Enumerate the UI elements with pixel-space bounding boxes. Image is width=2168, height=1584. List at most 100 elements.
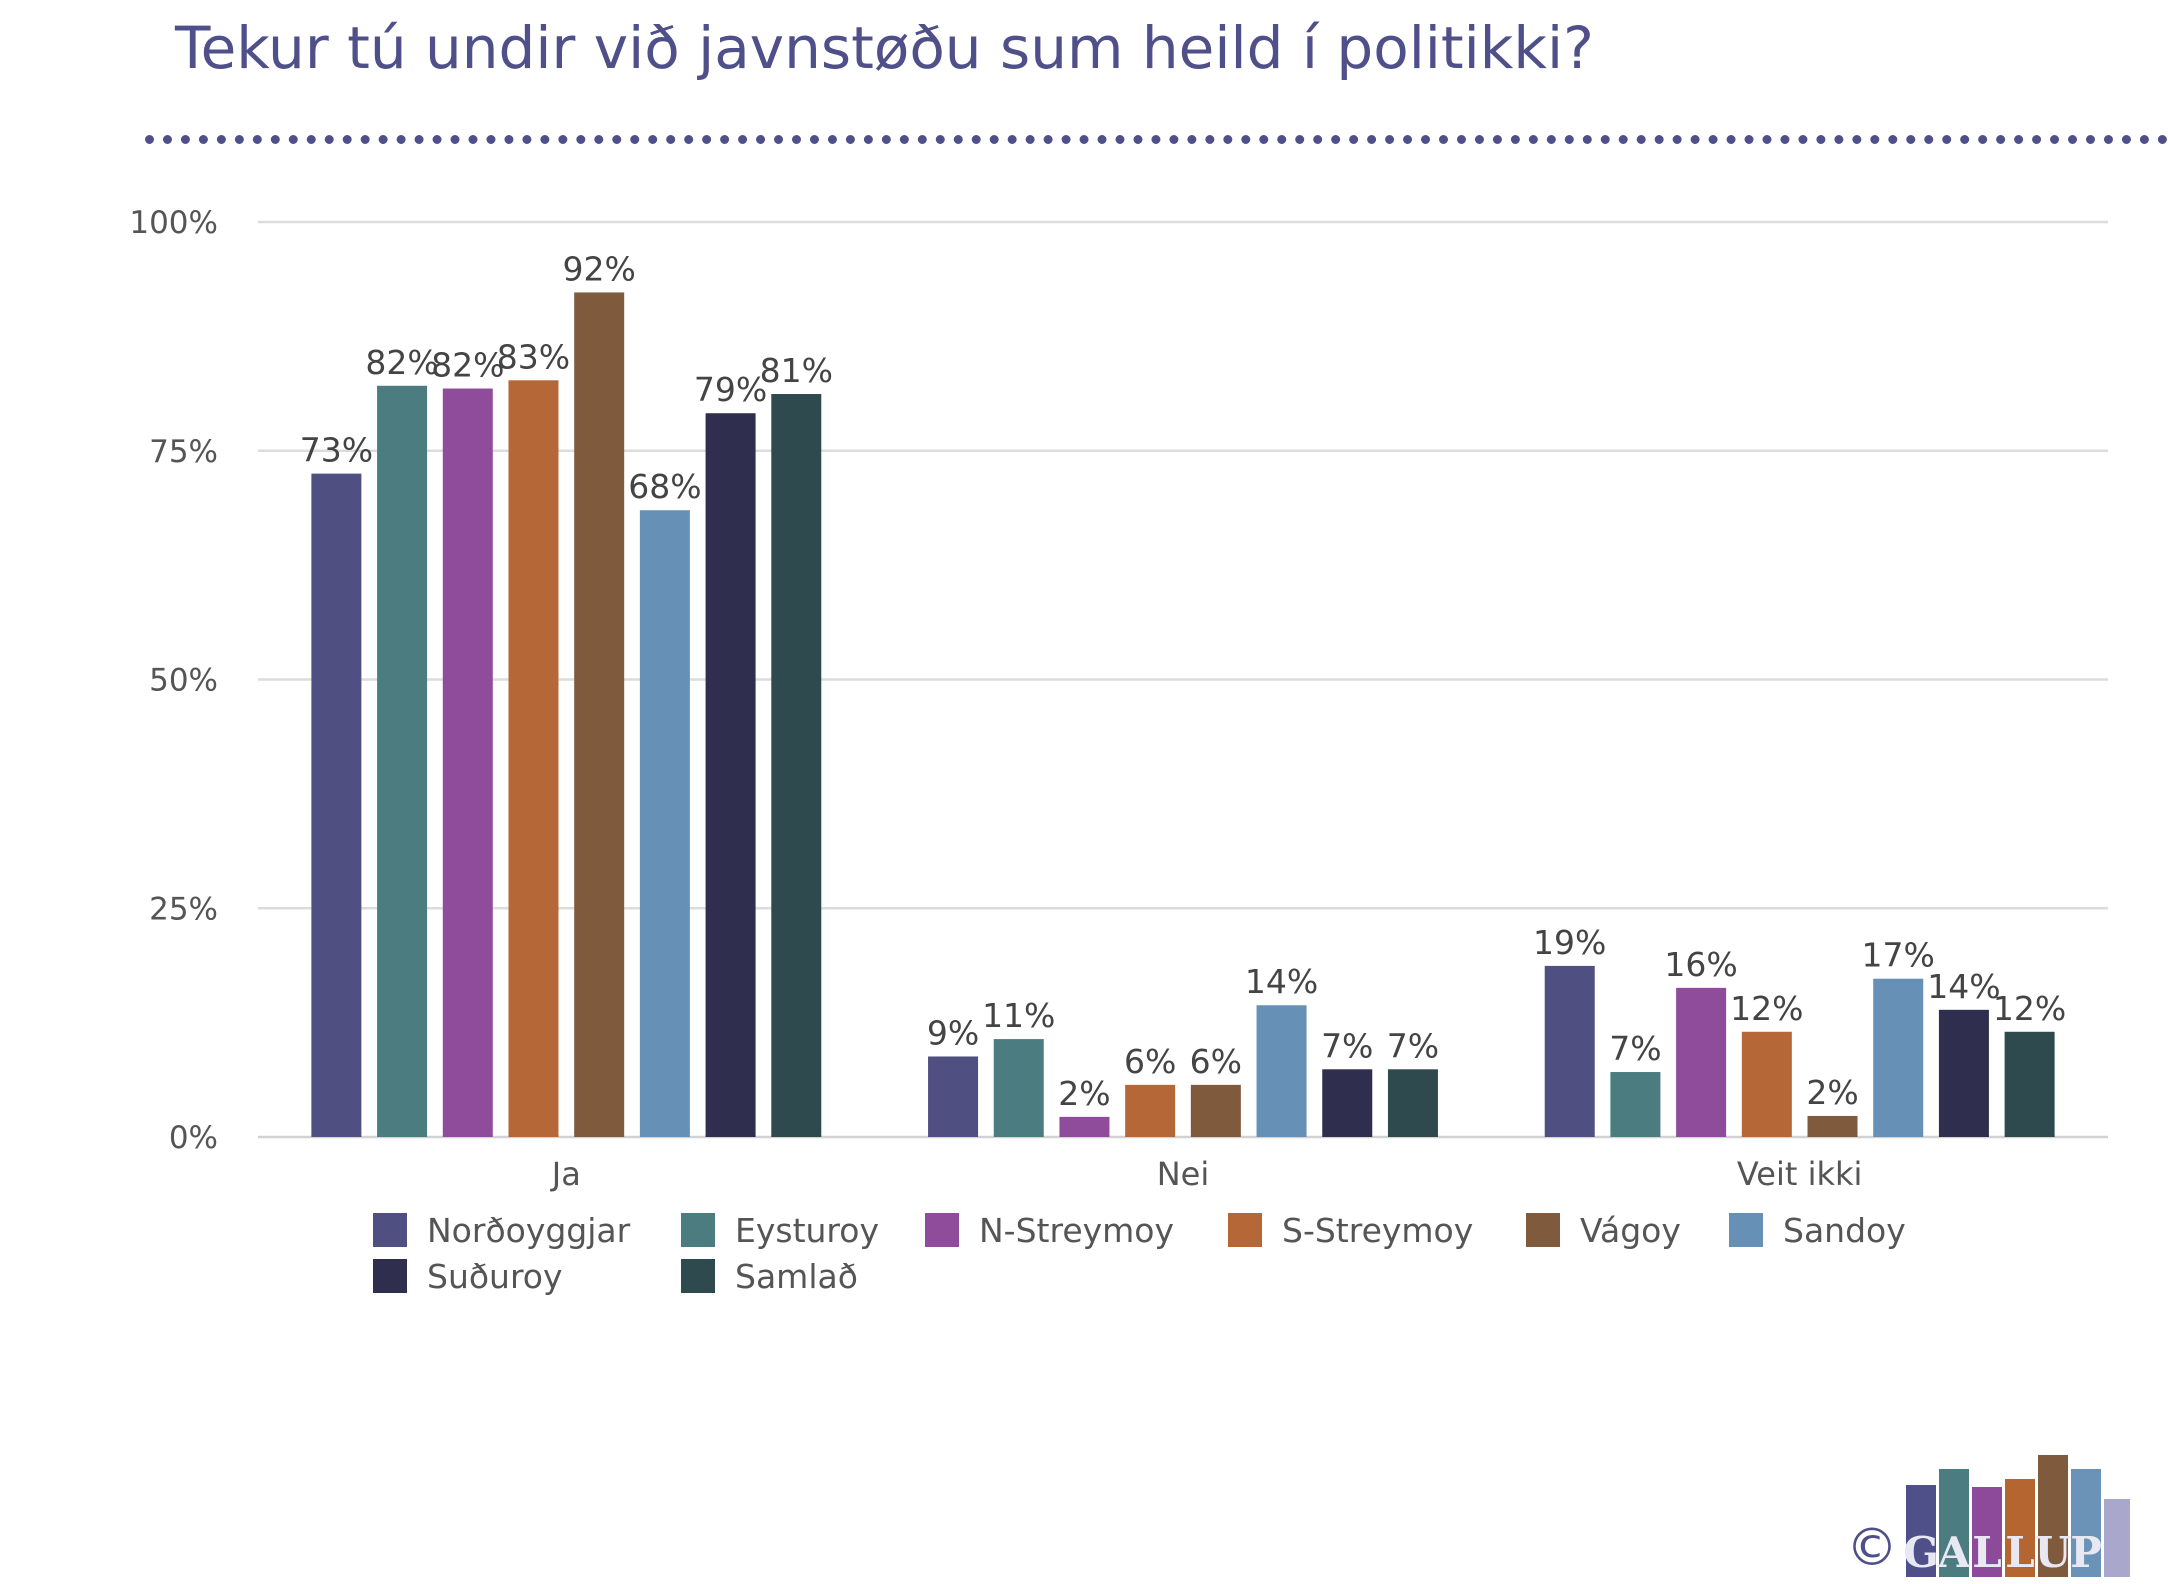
- y-tick-label: 25%: [149, 891, 218, 927]
- data-label: 16%: [1664, 945, 1737, 984]
- data-label: 2%: [1806, 1073, 1858, 1112]
- logo-letter: L: [1972, 1528, 2002, 1577]
- legend-label: Suðuroy: [427, 1256, 563, 1296]
- x-category-label: Ja: [550, 1155, 581, 1193]
- legend-swatch: [373, 1259, 407, 1293]
- chart-title: Tekur tú undir við javnstøðu sum heild í…: [175, 14, 1594, 82]
- data-label: 7%: [1387, 1026, 1439, 1065]
- y-tick-label: 75%: [149, 434, 218, 470]
- data-label: 68%: [628, 467, 701, 506]
- chart-legend: Norðoyggjar Eysturoy N-Streymoy S-Streymoy V…: [373, 1210, 1973, 1296]
- bar: [1807, 1115, 1858, 1137]
- logo-tile: [2104, 1499, 2130, 1577]
- bar: [508, 380, 559, 1137]
- data-label: 2%: [1058, 1074, 1110, 1113]
- legend-label: Sandoy: [1783, 1210, 1906, 1250]
- legend-label: Eysturoy: [735, 1210, 879, 1250]
- data-label: 6%: [1124, 1042, 1176, 1081]
- data-label: 17%: [1862, 936, 1935, 975]
- bar: [1190, 1084, 1241, 1137]
- y-tick-label: 0%: [169, 1120, 218, 1156]
- legend-item: Sandoy: [1729, 1210, 1989, 1250]
- bar: [993, 1039, 1044, 1137]
- y-tick-label: 50%: [149, 663, 218, 699]
- bar: [1741, 1031, 1792, 1137]
- legend-label: S-Streymoy: [1282, 1210, 1474, 1250]
- logo-tile: [1972, 1487, 2002, 1577]
- data-label: 81%: [760, 351, 833, 390]
- data-label: 82%: [431, 346, 504, 385]
- legend-swatch: [373, 1213, 407, 1247]
- bar: [1873, 978, 1924, 1137]
- bar: [1610, 1072, 1661, 1137]
- bar: [2004, 1031, 2055, 1137]
- data-label: 92%: [563, 249, 636, 288]
- bar: [311, 473, 362, 1137]
- bar: [1322, 1069, 1373, 1137]
- x-category-label: Nei: [1157, 1155, 1210, 1193]
- bar: [1938, 1009, 1989, 1137]
- data-label: 6%: [1190, 1042, 1242, 1081]
- legend-item: Norðoyggjar: [373, 1210, 681, 1250]
- legend-item: N-Streymoy: [925, 1210, 1228, 1250]
- bar: [705, 413, 756, 1137]
- logo-tile: [2038, 1455, 2068, 1577]
- legend-label: Norðoyggjar: [427, 1210, 631, 1250]
- data-label: 7%: [1609, 1029, 1661, 1068]
- bar: [1676, 987, 1727, 1137]
- copyright-symbol: ©: [1846, 1518, 1898, 1578]
- bar: [639, 510, 690, 1138]
- legend-swatch: [1526, 1213, 1560, 1247]
- legend-label: Vágoy: [1580, 1210, 1681, 1250]
- y-tick-label: 100%: [129, 205, 218, 241]
- logo-tile: [2005, 1479, 2035, 1577]
- legend-item: Eysturoy: [681, 1210, 925, 1250]
- legend-swatch: [681, 1259, 715, 1293]
- legend-swatch: [1228, 1213, 1262, 1247]
- legend-swatch: [925, 1213, 959, 1247]
- legend-item: Suðuroy: [373, 1256, 681, 1296]
- data-label: 14%: [1245, 962, 1318, 1001]
- logo-letter: P: [2070, 1528, 2102, 1577]
- gallup-logo-image: © GA L L UP: [1846, 1455, 2130, 1578]
- data-label: 7%: [1321, 1026, 1373, 1065]
- gallup-logo: © G A L L U P: [1840, 1455, 2160, 1580]
- logo-tile: [1939, 1469, 1969, 1577]
- legend-label: Samlað: [735, 1256, 858, 1296]
- title-divider: [145, 135, 2168, 144]
- logo-tile: [1906, 1485, 1936, 1577]
- data-label: 12%: [1730, 989, 1803, 1028]
- data-label: 19%: [1533, 923, 1606, 962]
- legend-label: N-Streymoy: [979, 1210, 1175, 1250]
- logo-letter: L: [2005, 1528, 2035, 1577]
- bar: [771, 394, 822, 1137]
- bar: [1544, 965, 1595, 1137]
- legend-item: Vágoy: [1526, 1210, 1729, 1250]
- logo-letter: U: [2035, 1528, 2072, 1577]
- data-label: 73%: [300, 431, 373, 470]
- data-label: 11%: [982, 996, 1055, 1035]
- legend-swatch: [681, 1213, 715, 1247]
- bar: [574, 292, 625, 1138]
- legend-item: Samlað: [681, 1256, 925, 1296]
- data-label: 79%: [694, 370, 767, 409]
- bar: [1125, 1084, 1176, 1137]
- legend-item: S-Streymoy: [1228, 1210, 1526, 1250]
- logo-tile: [2071, 1469, 2101, 1577]
- data-label: 83%: [497, 337, 570, 376]
- bar: [1387, 1069, 1438, 1137]
- data-label: 14%: [1927, 967, 2000, 1006]
- x-category-label: Veit ikki: [1737, 1155, 1863, 1193]
- bar: [1256, 1005, 1307, 1137]
- logo-letter: A: [1937, 1528, 1972, 1577]
- bar: [928, 1056, 979, 1137]
- bar: [1059, 1116, 1110, 1137]
- data-label: 9%: [927, 1013, 979, 1052]
- data-label: 82%: [365, 343, 438, 382]
- bar: [377, 385, 428, 1137]
- data-label: 12%: [1993, 989, 2066, 1028]
- legend-swatch: [1729, 1213, 1763, 1247]
- bar: [442, 388, 493, 1137]
- logo-letter: G: [1903, 1528, 1939, 1577]
